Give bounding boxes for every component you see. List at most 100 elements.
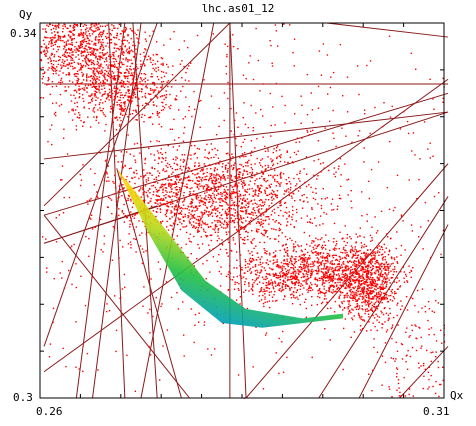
scatter-point (214, 197, 217, 200)
scatter-point (97, 109, 99, 111)
scatter-point (82, 97, 84, 100)
scatter-point (193, 225, 195, 227)
scatter-point (353, 294, 355, 296)
scatter-point (60, 64, 62, 66)
scatter-point (86, 87, 88, 89)
scatter-point (91, 50, 93, 52)
scatter-point (76, 116, 79, 118)
scatter-point (372, 296, 374, 298)
scatter-point (186, 163, 188, 166)
scatter-point (382, 125, 384, 128)
scatter-point (157, 66, 159, 69)
scatter-point (50, 29, 52, 31)
scatter-point (315, 250, 317, 253)
scatter-point (193, 190, 195, 192)
scatter-point (53, 70, 55, 72)
scatter-point (144, 95, 146, 97)
scatter-point (118, 76, 120, 78)
scatter-point (254, 190, 256, 192)
scatter-point (279, 200, 282, 202)
scatter-point (315, 192, 317, 194)
scatter-point (398, 280, 400, 282)
scatter-point (131, 100, 133, 102)
scatter-point (104, 77, 106, 79)
scatter-point (308, 255, 311, 257)
scatter-point (239, 171, 241, 174)
scatter-point (135, 119, 137, 121)
scatter-point (110, 42, 113, 44)
scatter-point (351, 141, 353, 143)
scatter-point (247, 223, 249, 226)
scatter-point (229, 196, 231, 199)
scatter-point (335, 274, 338, 276)
scatter-point (270, 124, 272, 127)
scatter-point (375, 259, 378, 262)
scatter-point (238, 231, 240, 233)
scatter-point (127, 194, 130, 197)
scatter-point (178, 218, 180, 221)
scatter-point (332, 275, 334, 277)
scatter-point (157, 261, 160, 263)
scatter-point (190, 241, 192, 243)
scatter-point (82, 74, 84, 76)
scatter-point (217, 198, 220, 200)
scatter-point (288, 211, 290, 213)
scatter-point (376, 292, 378, 294)
scatter-point (103, 179, 105, 182)
scatter-point (293, 243, 295, 245)
scatter-point (230, 194, 232, 196)
scatter-point (112, 121, 114, 123)
scatter-point (274, 221, 276, 223)
scatter-point (183, 160, 185, 162)
scatter-point (299, 271, 301, 273)
scatter-point (119, 189, 122, 191)
scatter-point (54, 68, 56, 70)
scatter-point (265, 231, 267, 233)
scatter-point (80, 64, 82, 66)
scatter-point (221, 208, 224, 211)
scatter-point (374, 305, 376, 308)
scatter-point (132, 50, 134, 53)
scatter-point (284, 277, 286, 279)
scatter-point (168, 184, 170, 186)
scatter-point (304, 267, 306, 269)
scatter-point (219, 181, 221, 184)
scatter-point (283, 193, 285, 195)
scatter-point (332, 267, 334, 270)
scatter-point (261, 266, 263, 268)
scatter-point (350, 297, 352, 299)
scatter-point (116, 32, 118, 35)
scatter-point (323, 256, 326, 259)
scatter-point (306, 289, 308, 291)
scatter-point (93, 54, 95, 56)
scatter-point (262, 173, 264, 175)
scatter-point (95, 30, 97, 32)
scatter-point (72, 108, 74, 110)
scatter-point (245, 209, 248, 211)
scatter-point (300, 217, 303, 219)
scatter-point (363, 287, 365, 289)
scatter-point (151, 167, 153, 169)
scatter-point (359, 262, 361, 264)
scatter-point (130, 37, 132, 40)
scatter-point (289, 276, 292, 278)
scatter-point (300, 249, 303, 251)
scatter-point (351, 318, 354, 321)
scatter-point (197, 230, 199, 232)
scatter-point (163, 199, 165, 201)
scatter-point (370, 329, 372, 331)
scatter-point (352, 264, 354, 266)
scatter-point (244, 199, 246, 202)
scatter-point (204, 202, 206, 204)
scatter-point (218, 163, 220, 165)
scatter-point (84, 51, 86, 53)
scatter-point (60, 103, 63, 106)
scatter-point (393, 258, 396, 261)
scatter-point (128, 50, 130, 53)
scatter-point (122, 97, 125, 99)
scatter-point (172, 158, 174, 160)
scatter-point (327, 277, 329, 279)
scatter-point (329, 339, 331, 341)
scatter-point (242, 194, 245, 197)
scatter-point (67, 48, 70, 51)
